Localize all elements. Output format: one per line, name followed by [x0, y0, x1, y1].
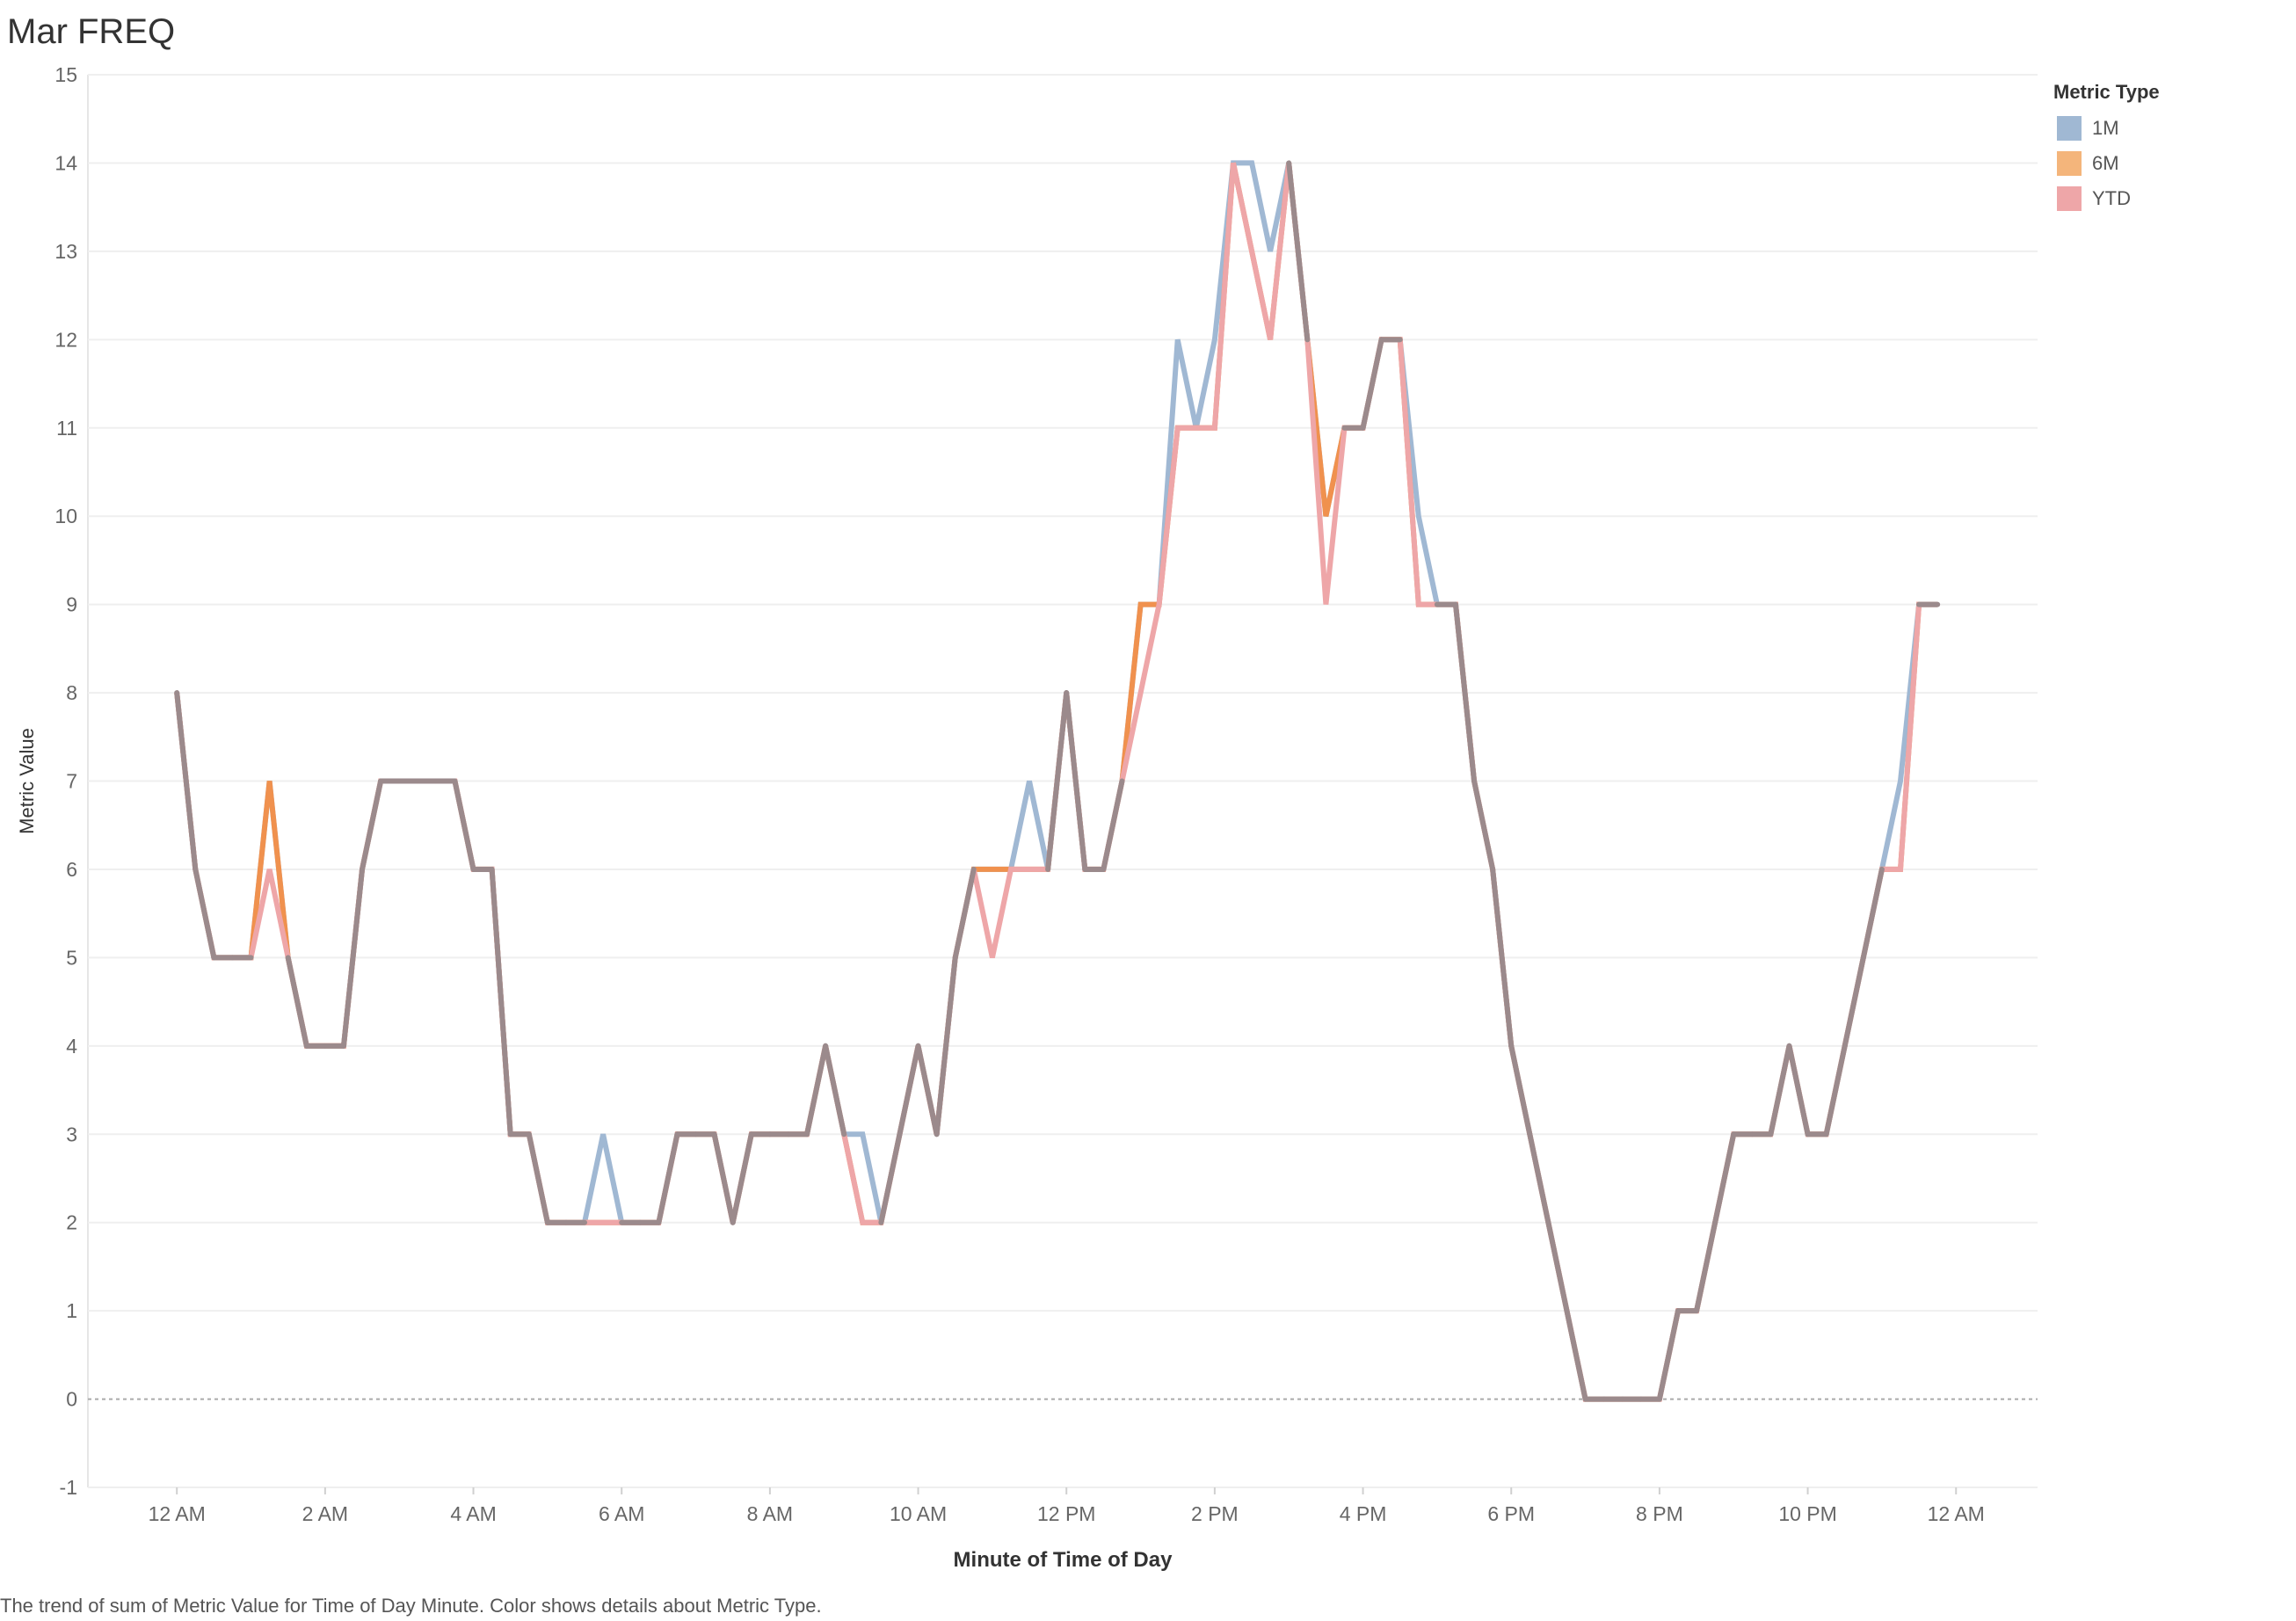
overlap-segment: [823, 1043, 847, 1138]
overlap-segment: [952, 866, 977, 961]
x-tick-label: 4 PM: [1340, 1502, 1387, 1525]
overlap-segment: [1656, 1308, 1681, 1402]
legend-label-ytd: YTD: [2092, 187, 2131, 209]
overlap-segment: [1286, 160, 1311, 343]
y-tick-label: 9: [66, 593, 77, 616]
x-tick-label: 6 AM: [599, 1502, 644, 1525]
overlap-segment: [656, 1131, 680, 1225]
y-tick-label: 4: [66, 1035, 77, 1058]
legend-label-6m: 6M: [2092, 152, 2119, 174]
x-tick-label: 12 AM: [149, 1502, 206, 1525]
legend-item-6m[interactable]: 6M: [2053, 146, 2160, 181]
legend-item-ytd[interactable]: YTD: [2053, 181, 2160, 216]
series-lines: [174, 160, 1941, 1402]
overlap-segment: [489, 866, 513, 1138]
x-tick-label: 8 PM: [1636, 1502, 1683, 1525]
overlap-segment: [340, 866, 366, 1049]
overlap-segment: [1360, 337, 1384, 431]
overlap-segment: [1045, 690, 1070, 872]
overlap-segment: [804, 1043, 829, 1138]
y-tick-label: 12: [54, 328, 77, 351]
y-tick-label: 5: [66, 946, 77, 969]
overlap-segment: [878, 1131, 903, 1225]
overlap-segment: [1860, 866, 1885, 961]
overlap-segment: [360, 778, 384, 872]
overlap-segment: [1452, 601, 1478, 784]
overlap-segment: [1768, 1043, 1792, 1138]
legend: Metric Type 1M 6M YTD: [2053, 81, 2160, 216]
x-tick-label: 8 AM: [747, 1502, 793, 1525]
overlap-segment: [193, 866, 217, 961]
y-tick-label: 2: [66, 1211, 77, 1234]
y-tick-label: 15: [54, 63, 77, 86]
overlap-segment: [730, 1131, 754, 1225]
y-tick-label: 13: [54, 240, 77, 263]
x-tick-label: 12 PM: [1037, 1502, 1095, 1525]
overlap-segment: [1842, 955, 1866, 1049]
x-tick-label: 4 AM: [450, 1502, 496, 1525]
overlap-segment: [1471, 778, 1496, 872]
legend-swatch-1m: [2057, 116, 2082, 141]
overlap-segment: [915, 1043, 940, 1138]
overlap-segment: [1064, 690, 1088, 872]
y-tick-label: 8: [66, 681, 77, 704]
chart-title: Mar FREQ: [7, 12, 176, 51]
overlap-segment: [174, 690, 199, 872]
x-axis-ticks: 12 AM 2 AM 4 AM 6 AM 8 AM 10 AM 12 PM 2 PM 4 PM 6…: [149, 1487, 1985, 1525]
legend-label-1m: 1M: [2092, 117, 2119, 139]
overlap-segment: [711, 1131, 736, 1225]
y-tick-label: -1: [60, 1476, 77, 1499]
y-tick-label: 14: [54, 151, 77, 174]
legend-item-1m[interactable]: 1M: [2053, 111, 2160, 146]
legend-swatch-ytd: [2057, 186, 2082, 211]
x-axis-label: Minute of Time of Day: [954, 1548, 1173, 1572]
overlap-segment: [897, 1043, 921, 1138]
overlap-segment: [1527, 1131, 1551, 1225]
overlap-segment: [1694, 1219, 1718, 1314]
y-tick-label: 6: [66, 858, 77, 881]
x-tick-label: 10 AM: [890, 1502, 947, 1525]
y-tick-label: 3: [66, 1123, 77, 1145]
overlap-segment: [1823, 1043, 1848, 1138]
gridlines: [87, 74, 2038, 1488]
x-tick-label: 2 AM: [302, 1502, 348, 1525]
y-tick-label: 11: [56, 417, 77, 440]
overlap-segment: [1508, 1043, 1533, 1138]
chart-caption: The trend of sum of Metric Value for Tim…: [0, 1595, 822, 1617]
x-tick-label: 2 PM: [1191, 1502, 1239, 1525]
overlap-segment: [1786, 1043, 1811, 1138]
overlap-segment: [285, 955, 309, 1049]
overlap-segment: [526, 1131, 550, 1225]
legend-title: Metric Type: [2053, 81, 2160, 103]
y-tick-label: 0: [66, 1388, 77, 1411]
overlap-segment: [452, 778, 476, 872]
x-tick-label: 6 PM: [1487, 1502, 1535, 1525]
overlap-segment: [1712, 1131, 1737, 1225]
x-tick-label: 10 PM: [1778, 1502, 1836, 1525]
overlap-segment: [1564, 1308, 1588, 1402]
y-tick-label: 7: [66, 770, 77, 793]
legend-swatch-6m: [2057, 151, 2082, 176]
y-tick-label: 10: [54, 505, 77, 527]
overlap-segment: [1101, 778, 1125, 872]
x-tick-label: 12 AM: [1928, 1502, 1985, 1525]
overlap-segment: [1490, 866, 1515, 1049]
y-tick-label: 1: [66, 1299, 77, 1322]
overlap-segment: [934, 955, 958, 1138]
overlap-segment: [1545, 1219, 1570, 1314]
y-axis-label: Metric Value: [16, 728, 38, 834]
